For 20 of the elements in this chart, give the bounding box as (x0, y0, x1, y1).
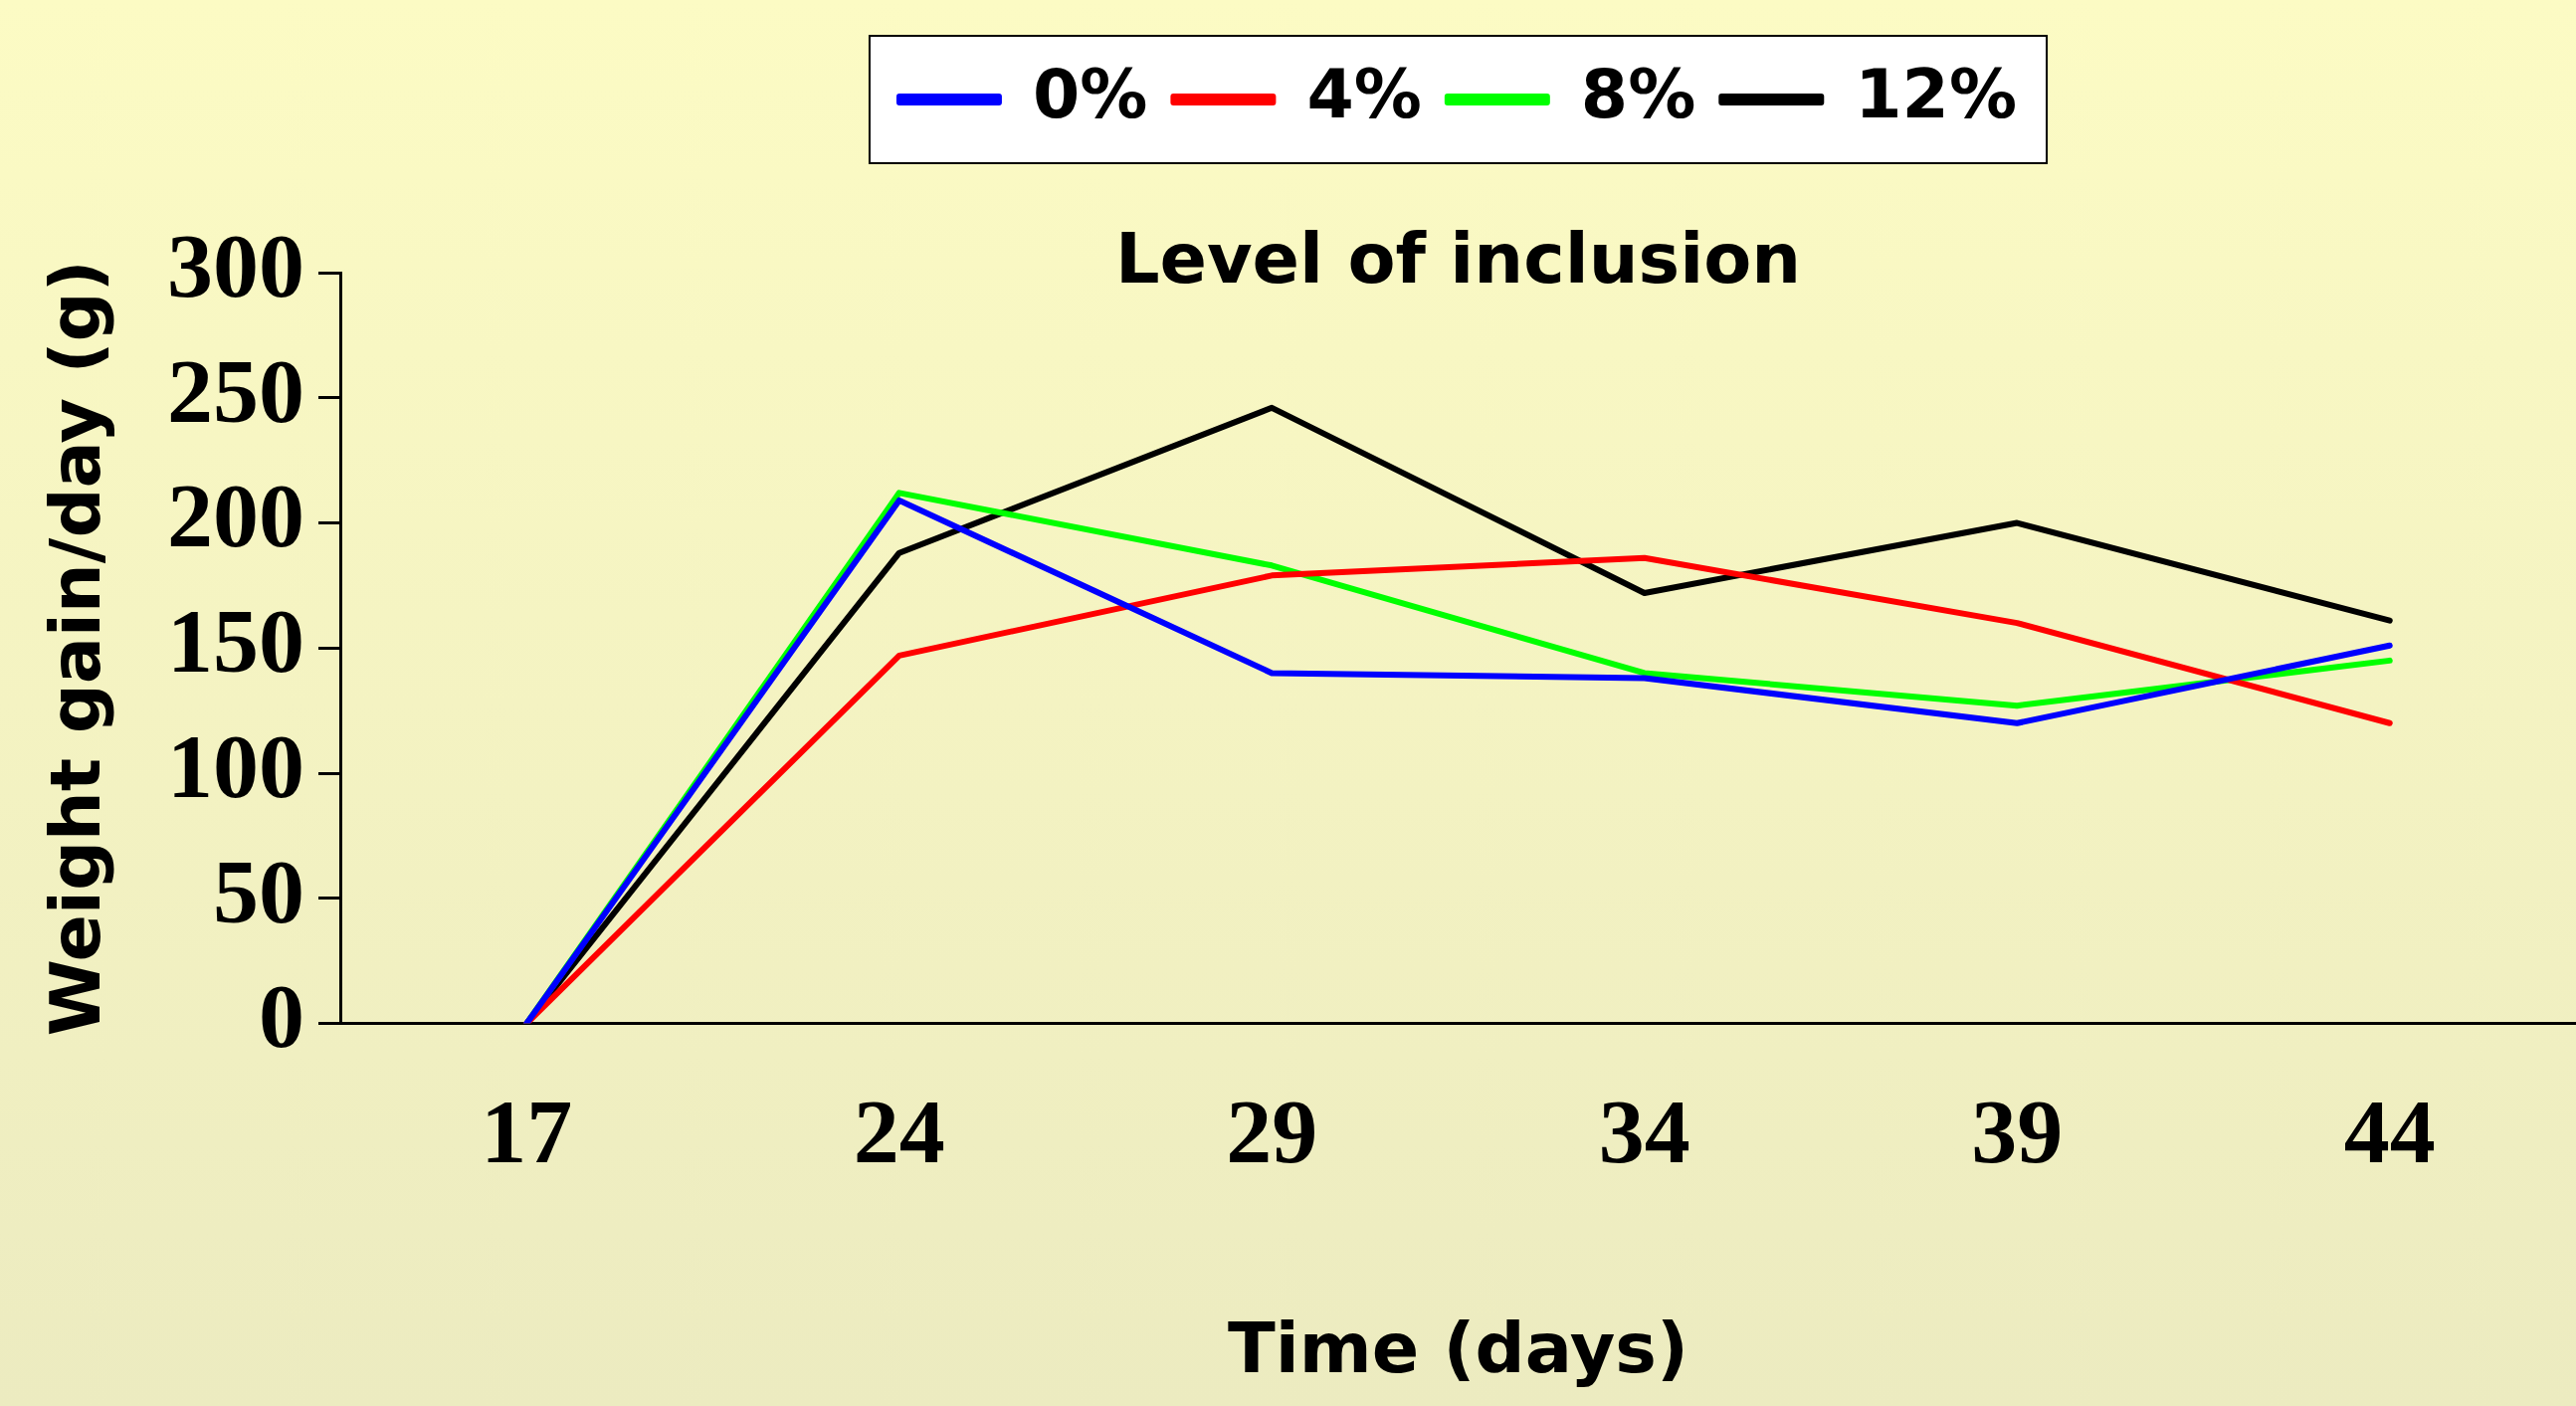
legend-label: 12% (1855, 54, 2018, 133)
legend-label: 0% (1032, 54, 1148, 133)
y-tick-label: 0 (259, 965, 304, 1068)
y-tick-label: 250 (167, 339, 304, 442)
y-axis-title: Weight gain/day (g) (35, 260, 117, 1037)
legend-label: 4% (1306, 54, 1422, 133)
x-axis-title: Time (days) (1228, 1307, 1688, 1390)
x-tick-label: 17 (481, 1080, 573, 1182)
legend-label: 8% (1580, 54, 1696, 133)
x-tick-label: 39 (1971, 1080, 2064, 1182)
legend-title: Level of inclusion (1114, 218, 1802, 301)
y-tick-label: 200 (167, 465, 304, 567)
x-tick-label: 24 (853, 1080, 945, 1182)
y-tick-label: 50 (213, 840, 304, 942)
x-tick-label: 44 (2343, 1080, 2436, 1182)
y-tick-label: 300 (167, 214, 304, 316)
x-tick-label: 29 (1226, 1080, 1318, 1182)
x-tick-label: 34 (1598, 1080, 1690, 1182)
y-tick-label: 150 (167, 590, 304, 693)
y-tick-label: 100 (167, 714, 304, 817)
